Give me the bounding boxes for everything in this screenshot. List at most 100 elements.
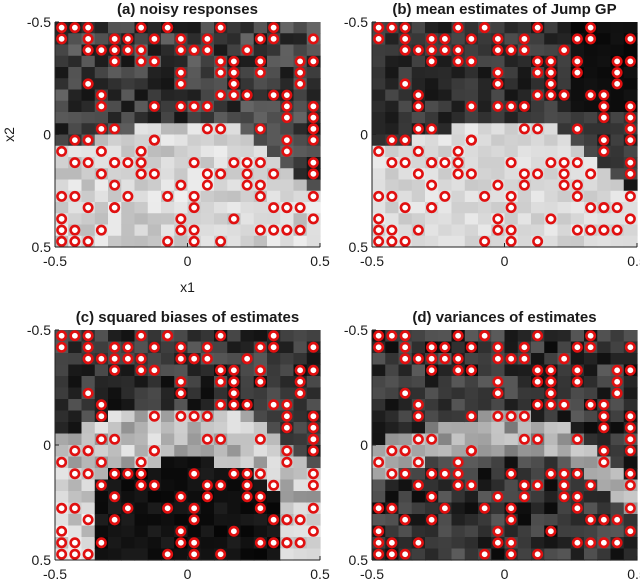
data-point-marker (624, 157, 636, 169)
heatmap-cell (147, 202, 162, 214)
heatmap-cell (372, 123, 386, 136)
heatmap-cell (253, 445, 268, 458)
data-point-marker (452, 479, 464, 491)
data-point-marker (624, 410, 636, 422)
heatmap-cell (306, 89, 321, 102)
heatmap-cell (557, 112, 572, 124)
data-point-marker (399, 22, 411, 34)
heatmap-cell (174, 456, 189, 469)
heatmap-cell (174, 89, 189, 102)
heatmap-cell (570, 548, 585, 561)
heatmap-cell (161, 491, 175, 504)
data-point-marker (465, 445, 477, 457)
data-point-marker (162, 548, 174, 560)
data-point-marker (148, 445, 160, 457)
data-point-marker (268, 479, 280, 491)
heatmap-cell (81, 399, 96, 412)
heatmap-cell (134, 213, 149, 226)
heatmap-cell (55, 89, 69, 102)
data-point-marker (268, 399, 280, 411)
heatmap-cell (68, 387, 83, 400)
data-point-marker (518, 491, 530, 503)
data-point-marker (82, 548, 94, 560)
heatmap-cell (385, 100, 400, 113)
heatmap-cell (584, 190, 598, 203)
heatmap-cell (280, 364, 295, 377)
heatmap-cell (570, 330, 585, 343)
heatmap-cell (623, 67, 638, 79)
data-point-marker (505, 190, 517, 202)
heatmap-cell (478, 479, 492, 492)
heatmap-cell (267, 410, 281, 423)
data-point-marker (201, 479, 213, 491)
heatmap-cell (517, 330, 532, 343)
heatmap-cell (174, 330, 189, 343)
data-point-marker (215, 479, 227, 491)
data-point-marker (426, 491, 438, 503)
data-point-marker (175, 44, 187, 56)
heatmap-cell (504, 55, 519, 68)
data-point-marker (175, 78, 187, 90)
heatmap-cell (200, 525, 215, 538)
data-point-marker (95, 44, 107, 56)
heatmap-cell (478, 399, 492, 412)
heatmap-cell (438, 364, 453, 377)
data-point-marker (254, 491, 266, 503)
heatmap-cell (174, 502, 189, 515)
heatmap-cell (147, 123, 162, 136)
data-point-marker (95, 100, 107, 112)
heatmap-cell (623, 22, 638, 34)
data-point-marker (399, 202, 411, 214)
heatmap-cell (200, 468, 215, 481)
heatmap-cell (372, 364, 386, 377)
heatmap-cell (478, 514, 492, 527)
data-point-marker (412, 123, 424, 135)
heatmap-cell (597, 376, 612, 389)
y-tick-label: -0.5 (344, 14, 368, 30)
heatmap-cell (214, 190, 228, 203)
data-point-marker (399, 445, 411, 457)
heatmap-cell (134, 123, 149, 136)
heatmap-cell (214, 78, 228, 91)
heatmap-cell (451, 190, 466, 203)
heatmap-cell (94, 502, 109, 515)
heatmap-cell (438, 224, 453, 237)
data-point-marker (69, 235, 81, 247)
data-point-marker (215, 22, 227, 34)
heatmap-cell (438, 387, 453, 400)
data-point-marker (373, 213, 385, 225)
heatmap-cell (504, 456, 519, 469)
heatmap-cell (187, 479, 202, 492)
data-point-marker (624, 422, 636, 434)
data-point-marker (241, 491, 253, 503)
heatmap-cell (544, 100, 559, 113)
data-point-marker (268, 514, 280, 526)
data-point-marker (307, 410, 319, 422)
heatmap-cell (557, 190, 572, 203)
heatmap-cell (161, 399, 175, 412)
heatmap-cell (623, 456, 638, 469)
data-point-marker (412, 89, 424, 101)
data-point-marker (598, 422, 610, 434)
data-point-marker (228, 399, 240, 411)
heatmap-cell (68, 341, 83, 354)
heatmap-cell (121, 410, 136, 423)
data-point-marker (95, 123, 107, 135)
heatmap-cell (227, 353, 242, 366)
heatmap-cell (464, 353, 479, 366)
data-point-marker (492, 44, 504, 56)
data-point-marker (452, 468, 464, 480)
heatmap-cell (147, 190, 162, 203)
heatmap-cell (134, 190, 149, 203)
heatmap-cell (372, 67, 386, 79)
heatmap-cell (174, 145, 189, 158)
heatmap-cell (570, 235, 585, 248)
heatmap-cell (570, 399, 585, 412)
heatmap-cell (121, 224, 136, 237)
heatmap-cell (227, 202, 242, 214)
heatmap-cell (108, 399, 122, 412)
heatmap-cell (55, 179, 69, 192)
heatmap-cell (81, 179, 96, 192)
heatmap-cell (517, 55, 532, 68)
data-point-marker (109, 179, 121, 191)
